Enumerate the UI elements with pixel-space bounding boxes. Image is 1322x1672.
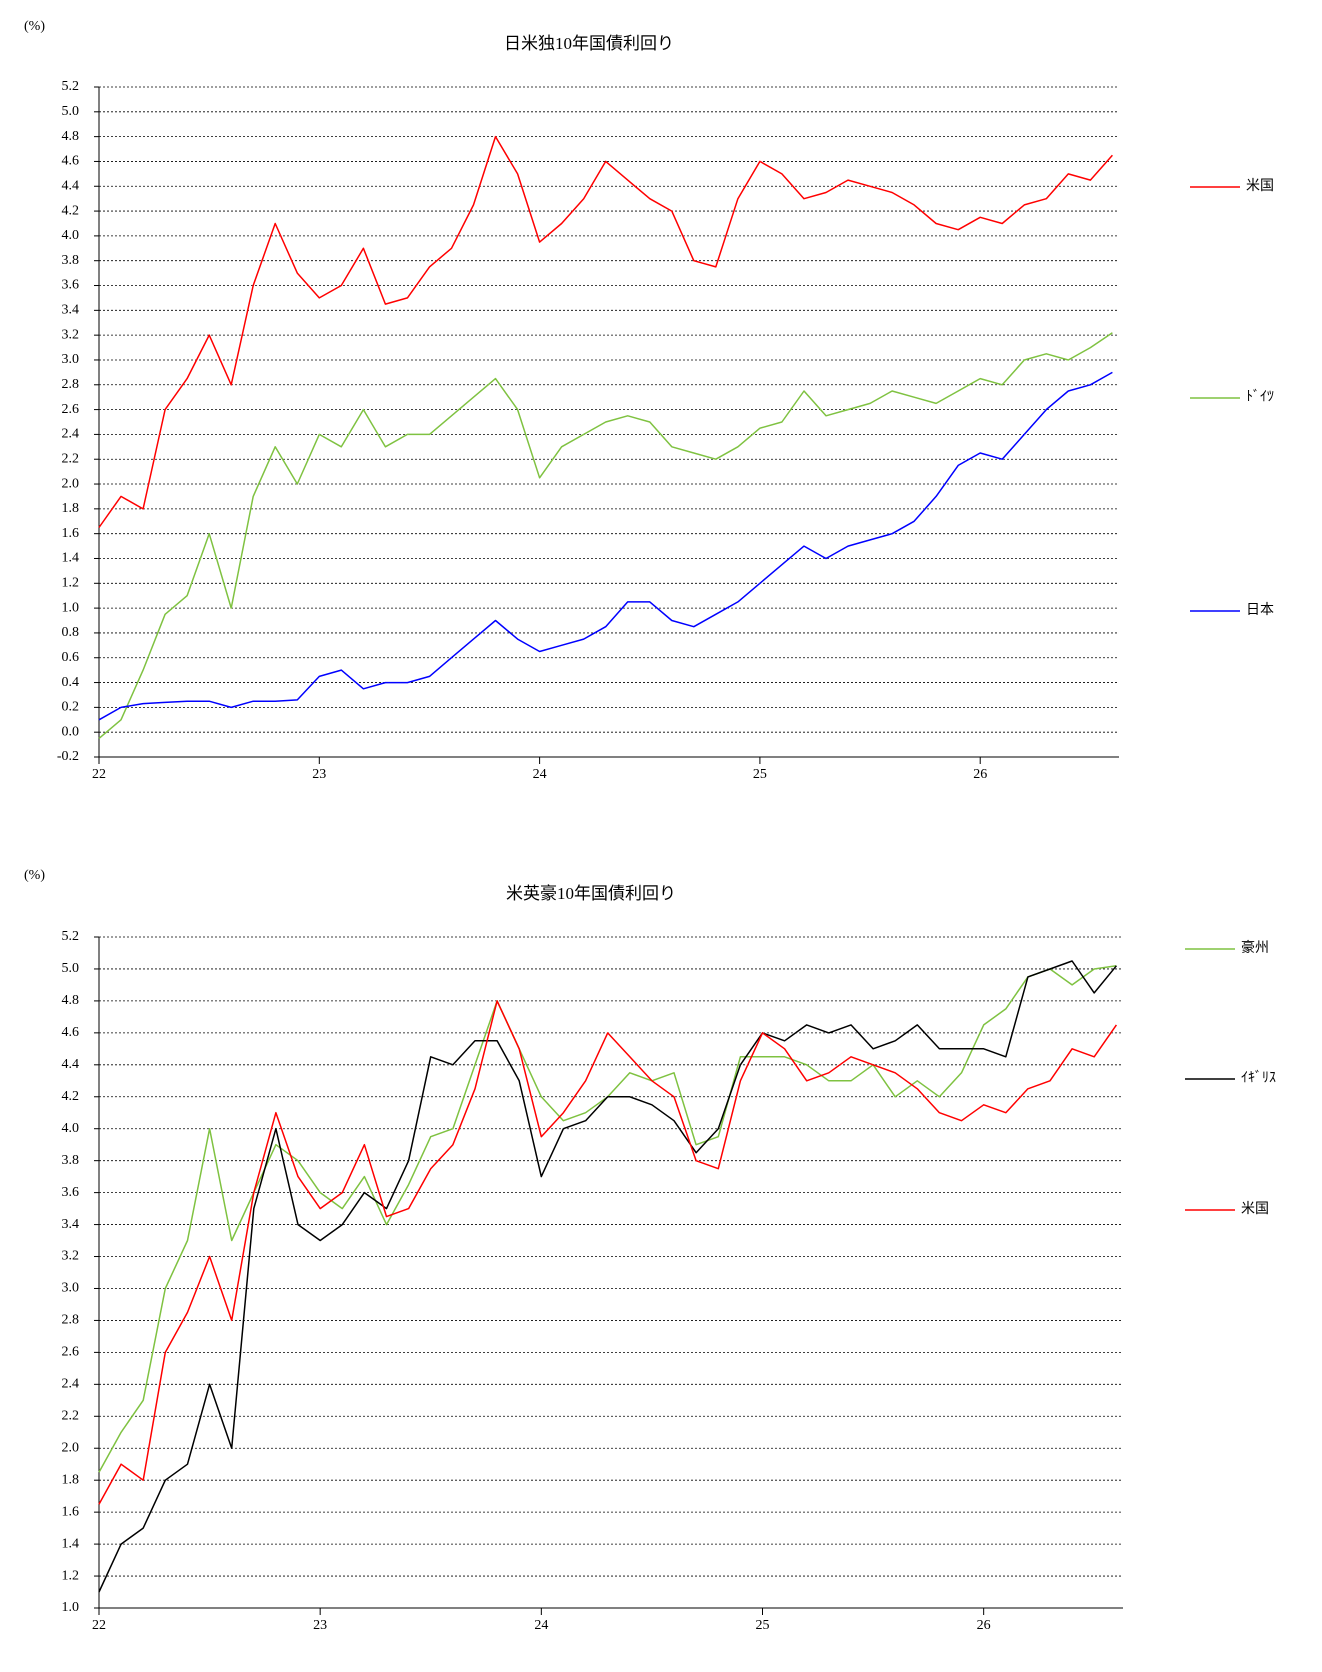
y-tick-label: 3.8 xyxy=(62,1153,80,1168)
y-tick-label: 3.2 xyxy=(62,1249,80,1264)
y-tick-label: 1.8 xyxy=(62,501,80,516)
y-tick-label: 2.6 xyxy=(62,402,80,417)
series-line xyxy=(98,135,1113,528)
y-tick-label: 2.2 xyxy=(62,451,80,466)
y-tick-label: 1.0 xyxy=(62,600,80,615)
x-tick-label: 22 xyxy=(92,767,106,782)
y-tick-label: 2.4 xyxy=(62,427,80,442)
x-tick-label: 25 xyxy=(755,1618,769,1633)
y-tick-label: 0.2 xyxy=(62,700,80,715)
x-tick-label: 24 xyxy=(533,767,547,782)
x-tick-label: 26 xyxy=(973,767,987,782)
y-tick-label: -0.2 xyxy=(57,749,79,764)
series-line xyxy=(98,1000,1118,1505)
y-tick-label: 3.4 xyxy=(62,1217,80,1232)
y-tick-label: 4.4 xyxy=(62,178,80,193)
y-tick-label: 3.2 xyxy=(62,327,80,342)
y-tick-label: 4.8 xyxy=(62,129,80,144)
y-tick-label: 1.0 xyxy=(62,1600,80,1615)
x-tick-label: 24 xyxy=(534,1618,548,1633)
y-unit: (%) xyxy=(24,19,45,34)
y-tick-label: 5.0 xyxy=(62,104,80,119)
y-tick-label: 5.2 xyxy=(62,79,80,94)
legend-label: 日本 xyxy=(1246,602,1274,618)
chart-title: 日米独10年国債利回り xyxy=(504,34,674,53)
y-tick-label: 2.6 xyxy=(62,1345,80,1360)
legend-label: 米国 xyxy=(1246,178,1274,194)
y-tick-label: 4.2 xyxy=(62,1089,80,1104)
y-tick-label: 2.2 xyxy=(62,1409,80,1424)
y-tick-label: 5.0 xyxy=(62,961,80,976)
y-tick-label: 1.6 xyxy=(62,526,80,541)
y-tick-label: 1.4 xyxy=(62,551,80,566)
y-tick-label: 4.0 xyxy=(62,1121,80,1136)
y-tick-label: 1.4 xyxy=(62,1536,80,1551)
y-tick-label: 0.8 xyxy=(62,625,80,640)
y-tick-label: 3.6 xyxy=(62,1185,80,1200)
y-tick-label: 4.6 xyxy=(62,1025,80,1040)
y-tick-label: 3.6 xyxy=(62,278,80,293)
y-tick-label: 2.0 xyxy=(62,476,80,491)
y-tick-label: 2.0 xyxy=(62,1440,80,1455)
x-tick-label: 25 xyxy=(753,767,767,782)
y-unit: (%) xyxy=(24,868,45,883)
legend-label: 米国 xyxy=(1241,1201,1269,1217)
y-tick-label: 5.2 xyxy=(62,929,80,944)
y-tick-label: 2.4 xyxy=(62,1377,80,1392)
series-line xyxy=(98,965,1117,1473)
x-tick-label: 23 xyxy=(312,767,326,782)
y-tick-label: 1.2 xyxy=(62,1568,80,1583)
y-tick-label: 1.6 xyxy=(62,1504,80,1519)
y-tick-label: 3.8 xyxy=(62,253,80,268)
y-tick-label: 3.0 xyxy=(62,352,80,367)
legend-label: 豪州 xyxy=(1241,940,1269,956)
series-line xyxy=(98,332,1113,739)
legend-label: ﾄﾞｲﾂ xyxy=(1246,389,1274,405)
y-tick-label: 0.4 xyxy=(62,675,80,690)
legend-label: ｲｷﾞﾘｽ xyxy=(1241,1070,1276,1086)
y-tick-label: 4.0 xyxy=(62,228,80,243)
y-tick-label: 4.8 xyxy=(62,993,80,1008)
y-tick-label: 4.4 xyxy=(62,1057,80,1072)
series-line xyxy=(98,371,1113,721)
y-tick-label: 0.0 xyxy=(62,724,80,739)
series-line xyxy=(98,960,1117,1593)
y-tick-label: 4.6 xyxy=(62,154,80,169)
y-tick-label: 3.4 xyxy=(62,303,80,318)
x-tick-label: 23 xyxy=(313,1618,327,1633)
y-tick-label: 0.6 xyxy=(62,650,80,665)
x-tick-label: 22 xyxy=(92,1618,106,1633)
y-tick-label: 1.2 xyxy=(62,576,80,591)
x-tick-label: 26 xyxy=(977,1618,991,1633)
y-tick-label: 2.8 xyxy=(62,1313,80,1328)
y-tick-label: 3.0 xyxy=(62,1281,80,1296)
chart-title: 米英豪10年国債利回り xyxy=(506,883,676,903)
y-tick-label: 4.2 xyxy=(62,203,80,218)
y-tick-label: 2.8 xyxy=(62,377,80,392)
y-tick-label: 1.8 xyxy=(62,1472,80,1487)
